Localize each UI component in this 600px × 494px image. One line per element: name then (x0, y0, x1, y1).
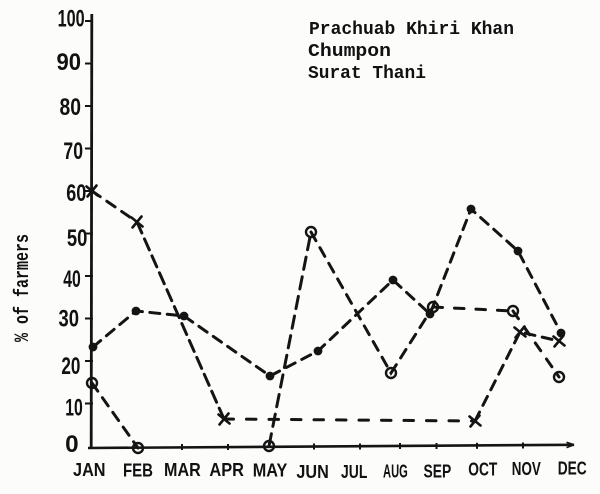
svg-text:50: 50 (67, 225, 88, 252)
svg-text:MAY: MAY (253, 461, 288, 481)
svg-text:% of farmers: % of farmers (12, 234, 35, 342)
svg-text:0: 0 (65, 431, 79, 458)
svg-text:JAN: JAN (73, 460, 106, 480)
svg-text:20: 20 (61, 353, 80, 380)
svg-text:Surat Thani: Surat Thani (308, 64, 426, 84)
svg-text:100: 100 (58, 6, 85, 33)
svg-text:AUG: AUG (383, 462, 408, 482)
svg-text:MAR: MAR (164, 460, 201, 480)
svg-text:APR: APR (209, 460, 244, 480)
svg-text:DEC: DEC (558, 459, 587, 479)
svg-text:FEB: FEB (123, 461, 153, 481)
svg-text:30: 30 (59, 306, 80, 333)
svg-text:Chumpon: Chumpon (308, 42, 391, 62)
svg-text:70: 70 (63, 138, 83, 165)
svg-text:80: 80 (60, 94, 82, 121)
svg-text:NOV: NOV (512, 459, 541, 479)
svg-text:10: 10 (65, 395, 83, 422)
svg-text:Prachuab Khiri Khan: Prachuab Khiri Khan (309, 20, 514, 40)
svg-text:60: 60 (66, 180, 86, 207)
svg-text:SEP: SEP (424, 462, 452, 482)
svg-text:JUL: JUL (341, 462, 367, 482)
svg-text:90: 90 (57, 49, 82, 76)
svg-text:JUN: JUN (296, 462, 328, 482)
svg-text:OCT: OCT (468, 460, 497, 480)
svg-text:40: 40 (63, 266, 81, 293)
